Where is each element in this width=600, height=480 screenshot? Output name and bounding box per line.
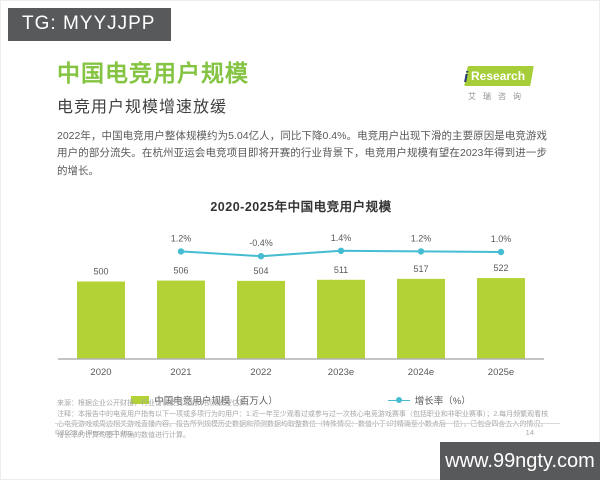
legend-item-growth: 增长率（%） <box>387 393 471 407</box>
site-watermark: www.99ngty.com <box>440 442 600 480</box>
page-number: 14 <box>525 428 534 437</box>
page-subtitle: 电竞用户规模增速放缓 <box>57 98 228 116</box>
bar-swatch-icon <box>131 396 150 404</box>
svg-text:511: 511 <box>334 265 348 275</box>
line-swatch-icon <box>387 396 410 404</box>
iresearch-logo: i Research 艾瑞咨询 <box>448 66 548 102</box>
svg-text:2022: 2022 <box>250 367 271 378</box>
page-header: 中国电竞用户规模 电竞用户规模增速放缓 <box>57 60 249 117</box>
footer-bar: ©2023.6 iResearch Inc. 14 <box>55 423 560 437</box>
chart-title: 2020-2025年中国电竞用户规模 <box>210 200 392 214</box>
footnote-source: 来源：根据企业公开财报，行业访谈及艾瑞统计预测模型估算。 <box>57 400 253 407</box>
logo-i-glyph: i <box>463 69 469 86</box>
svg-text:1.4%: 1.4% <box>331 233 352 243</box>
legend-label-growth: 增长率（%） <box>414 396 471 407</box>
svg-text:1.0%: 1.0% <box>491 234 512 244</box>
svg-text:2025e: 2025e <box>488 367 514 378</box>
site-watermark-url: www.99ngty.com <box>445 449 595 472</box>
svg-text:506: 506 <box>173 266 188 276</box>
svg-text:1.2%: 1.2% <box>171 233 192 243</box>
chart-canvas: 500 2020 506 2021 504 2022 511 2023e 517 2024e 522… <box>58 233 544 378</box>
svg-text:2023e: 2023e <box>328 367 354 378</box>
chart-legend: 中国电竞用户规模（百万人） 增长率（%） <box>58 393 544 407</box>
svg-text:504: 504 <box>253 266 268 276</box>
svg-text:-0.4%: -0.4% <box>249 238 273 248</box>
copyright-text: ©2023.6 iResearch Inc. <box>55 428 134 437</box>
svg-text:2024e: 2024e <box>408 367 434 378</box>
tg-watermark-badge: TG: MYYJJPP <box>8 8 172 41</box>
logo-chinese-name: 艾瑞咨询 <box>468 92 528 101</box>
svg-text:522: 522 <box>493 263 508 273</box>
tg-watermark-label: TG: MYYJJPP <box>22 13 156 34</box>
legend-label-users: 中国电竞用户规模（百万人） <box>154 396 278 407</box>
logo-brand-text: Research <box>471 69 526 83</box>
iresearch-logo-mark: i Research <box>448 66 548 86</box>
svg-text:2020: 2020 <box>90 367 111 378</box>
chart-block: 2020-2025年中国电竞用户规模 500 2020 506 2021 504 2022… <box>58 196 544 407</box>
svg-text:500: 500 <box>93 267 108 277</box>
logo-flag: Research <box>464 66 534 86</box>
intro-paragraph: 2022年，中国电竞用户整体规模约为5.04亿人，同比下降0.4%。电竞用户出现… <box>57 130 547 177</box>
legend-item-users: 中国电竞用户规模（百万人） <box>131 393 278 407</box>
footnote-note: 注释：本报告中的电竞用户指有以下一项或多项行为的用户：1.近一年至少观看过或参与… <box>57 410 549 439</box>
svg-text:517: 517 <box>413 264 428 274</box>
svg-text:1.2%: 1.2% <box>411 233 432 243</box>
footnotes: 来源：根据企业公开财报，行业访谈及艾瑞统计预测模型估算。 注释：本报告中的电竞用… <box>57 399 549 441</box>
page-title: 中国电竞用户规模 <box>57 60 249 86</box>
svg-text:2021: 2021 <box>170 367 191 378</box>
